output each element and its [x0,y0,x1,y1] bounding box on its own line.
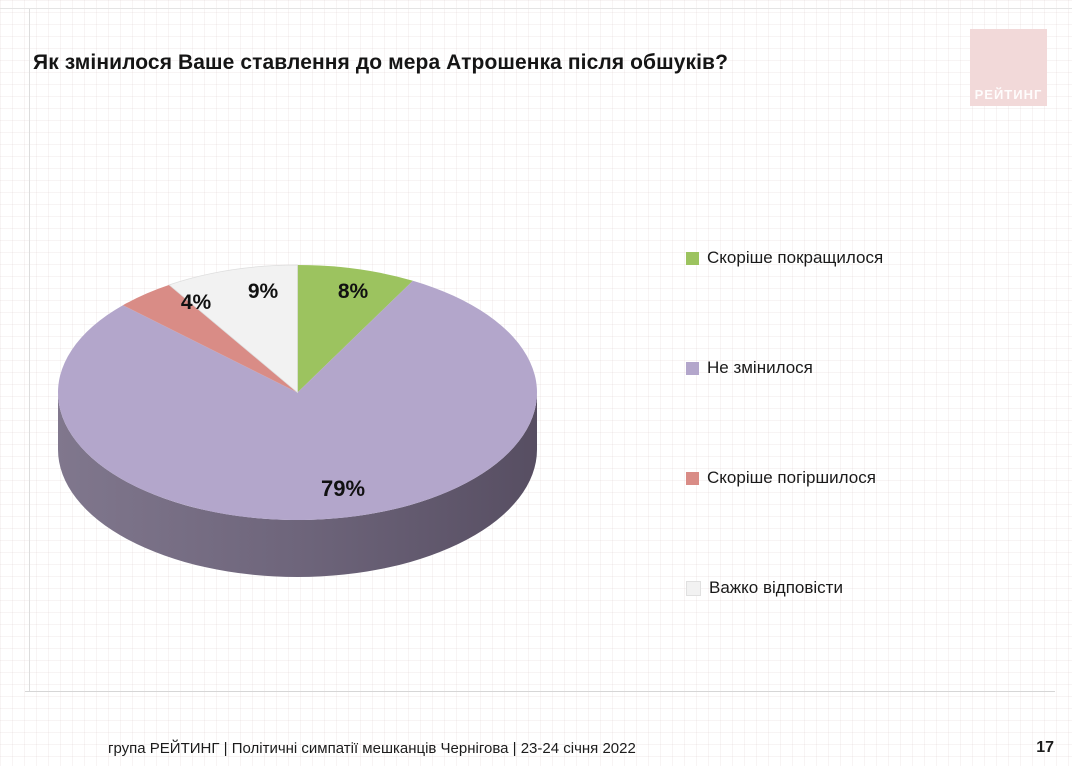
pie-slice-side-1 [58,392,537,577]
legend-swatch-hard-to-answer [686,580,701,596]
page-title: Як змінилося Ваше ставлення до мера Атро… [33,51,728,74]
pie-slices [57,264,537,520]
pie-sides [58,392,537,577]
legend-item: Скоріше покращилося [686,248,883,268]
pie-chart: 8% 79% 4% 9% [40,240,600,600]
pie-value-label: 4% [180,291,212,314]
legend-item: Важко відповісти [686,578,843,598]
footer-divider [25,691,1055,692]
pie-value-label: 9% [247,280,279,303]
pie-slice-1 [57,280,537,520]
pie-slice-2 [122,284,298,393]
legend-item: Скоріше погіршилося [686,468,876,488]
rating-logo: РЕЙТИНГ [970,29,1047,106]
legend-swatch-worsened [686,471,699,485]
pie-svg [57,264,537,577]
legend-item: Не змінилося [686,358,813,378]
left-edge-line [29,8,30,692]
legend-label: Скоріше покращилося [707,248,884,267]
footer-source: група РЕЙТИНГ | Політичні симпатії мешка… [108,740,636,757]
pie-value-label: 8% [337,280,369,303]
legend-label: Важко відповісти [709,578,843,597]
top-edge-line [0,8,1072,9]
legend-swatch-improved [686,251,699,265]
rating-logo-text: РЕЙТИНГ [974,87,1043,102]
pie-slice-3 [168,264,298,394]
legend-swatch-unchanged [686,361,699,375]
legend-label: Не змінилося [707,358,813,377]
page-number: 17 [1036,739,1054,756]
pie-slice-0 [297,265,413,393]
legend-label: Скоріше погіршилося [707,468,876,487]
pie-value-label: 79% [320,476,366,501]
